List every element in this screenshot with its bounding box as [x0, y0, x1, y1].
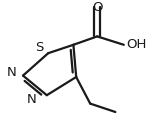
- Text: O: O: [92, 1, 102, 14]
- Text: S: S: [36, 41, 44, 54]
- Text: N: N: [7, 66, 17, 79]
- Text: N: N: [27, 93, 36, 106]
- Text: OH: OH: [127, 38, 147, 51]
